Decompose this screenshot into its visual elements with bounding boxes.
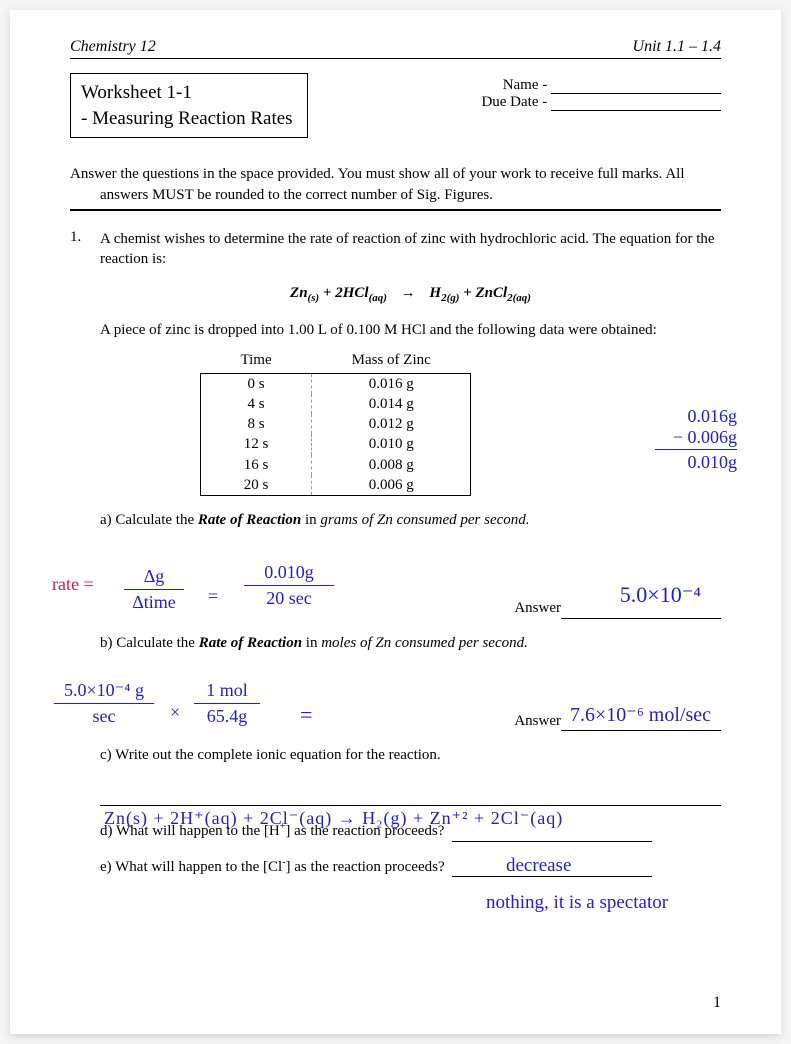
cell-t3: 12 s xyxy=(201,434,312,454)
eq-hcl: 2HCl xyxy=(335,285,368,301)
q1b-italic: moles of Zn consumed per second. xyxy=(321,635,528,651)
hw-e-answer: nothing, it is a spectator xyxy=(486,892,746,914)
q1d: d) What will happen to the [H+] as the r… xyxy=(100,820,721,841)
unit-label: Unit 1.1 – 1.4 xyxy=(633,38,721,56)
instructions: Answer the questions in the space provid… xyxy=(70,164,721,211)
q1c: c) Write out the complete ionic equation… xyxy=(100,745,721,765)
q1c-text: Write out the complete ionic equation fo… xyxy=(115,747,441,763)
cell-m2: 0.012 g xyxy=(312,414,471,434)
q1d-post: ] as the reaction proceeds? xyxy=(285,823,448,839)
q1-intro: A chemist wishes to determine the rate o… xyxy=(100,229,721,270)
due-date-blank[interactable] xyxy=(551,97,721,111)
eq-zncl2-sub: 2(aq) xyxy=(507,292,531,304)
eq-arrow-icon: → xyxy=(401,285,416,301)
name-date-block: Name - Due Date - xyxy=(481,73,721,111)
due-date-label: Due Date - xyxy=(481,94,551,110)
title-row: Worksheet 1-1 - Measuring Reaction Rates… xyxy=(70,73,721,138)
q1b-answer-row: Answer xyxy=(100,711,721,731)
q1d-pre: What will happen to the [H xyxy=(116,823,280,839)
q1e: e) What will happen to the [Cl-] as the … xyxy=(100,856,721,877)
cell-t5: 20 s xyxy=(201,475,312,496)
q1-equation: Zn(s) + 2HCl(aq) → H2(g) + ZnCl2(aq) xyxy=(100,283,721,306)
q1c-label: c) xyxy=(100,747,112,763)
eq-h2: H xyxy=(429,285,441,301)
q1e-label: e) xyxy=(100,859,112,875)
name-blank[interactable] xyxy=(551,80,721,94)
eq-zn: Zn xyxy=(290,285,308,301)
th-time: Time xyxy=(201,350,312,373)
worksheet-page: Chemistry 12 Unit 1.1 – 1.4 Worksheet 1-… xyxy=(10,10,781,1034)
q1-after-eq: A piece of zinc is dropped into 1.00 L o… xyxy=(100,320,721,340)
eq-zn-sub: (s) xyxy=(308,292,320,304)
eq-plus1: + xyxy=(323,285,335,301)
q1b-answer-label: Answer xyxy=(514,713,561,729)
q1-number: 1. xyxy=(70,229,88,877)
q1a-bold: Rate of Reaction xyxy=(198,512,301,528)
q1b: b) Calculate the Rate of Reaction in mol… xyxy=(100,633,721,653)
data-table: Time Mass of Zinc 0 s0.016 g 4 s0.014 g … xyxy=(200,350,471,496)
title-line-2: - Measuring Reaction Rates xyxy=(81,106,293,132)
q1a-label: a) xyxy=(100,512,112,528)
q1-body: A chemist wishes to determine the rate o… xyxy=(100,229,721,877)
cell-t4: 16 s xyxy=(201,455,312,475)
eq-h2-sub: 2(g) xyxy=(441,292,459,304)
worksheet-title-box: Worksheet 1-1 - Measuring Reaction Rates xyxy=(70,73,308,138)
q1e-pre: What will happen to the [Cl xyxy=(115,859,282,875)
q1b-label: b) xyxy=(100,635,113,651)
q1a-italic: grams of Zn consumed per second. xyxy=(320,512,529,528)
cell-t2: 8 s xyxy=(201,414,312,434)
q1b-mid: in xyxy=(302,635,321,651)
q1b-pre: Calculate the xyxy=(116,635,198,651)
eq-hcl-sub: (aq) xyxy=(369,292,387,304)
page-number: 1 xyxy=(713,994,721,1012)
cell-m1: 0.014 g xyxy=(312,394,471,414)
q1e-answer-blank[interactable] xyxy=(452,863,652,877)
cell-t0: 0 s xyxy=(201,373,312,394)
q1a-answer-row: Answer xyxy=(100,598,721,618)
eq-plus2: + xyxy=(463,285,475,301)
q1a-mid: in xyxy=(301,512,320,528)
q1d-label: d) xyxy=(100,823,113,839)
cell-m3: 0.010 g xyxy=(312,434,471,454)
cell-t1: 4 s xyxy=(201,394,312,414)
course-name: Chemistry 12 xyxy=(70,38,156,56)
th-mass: Mass of Zinc xyxy=(312,350,471,373)
q1a-answer-label: Answer xyxy=(514,600,561,616)
cell-m5: 0.006 g xyxy=(312,475,471,496)
page-header: Chemistry 12 Unit 1.1 – 1.4 xyxy=(70,38,721,59)
question-1: 1. A chemist wishes to determine the rat… xyxy=(70,229,721,877)
cell-m4: 0.008 g xyxy=(312,455,471,475)
title-line-1: Worksheet 1-1 xyxy=(81,80,293,106)
q1b-bold: Rate of Reaction xyxy=(199,635,302,651)
q1b-answer-blank[interactable] xyxy=(561,717,721,731)
eq-zncl2: ZnCl xyxy=(475,285,507,301)
q1a-pre: Calculate the xyxy=(115,512,197,528)
name-label: Name - xyxy=(503,77,551,93)
q1a: a) Calculate the Rate of Reaction in gra… xyxy=(100,510,721,530)
q1d-answer-blank[interactable] xyxy=(452,828,652,842)
q1e-post: ] as the reaction proceeds? xyxy=(286,859,449,875)
q1c-answer-blank[interactable] xyxy=(100,805,721,806)
q1a-answer-blank[interactable] xyxy=(561,605,721,619)
cell-m0: 0.016 g xyxy=(312,373,471,394)
